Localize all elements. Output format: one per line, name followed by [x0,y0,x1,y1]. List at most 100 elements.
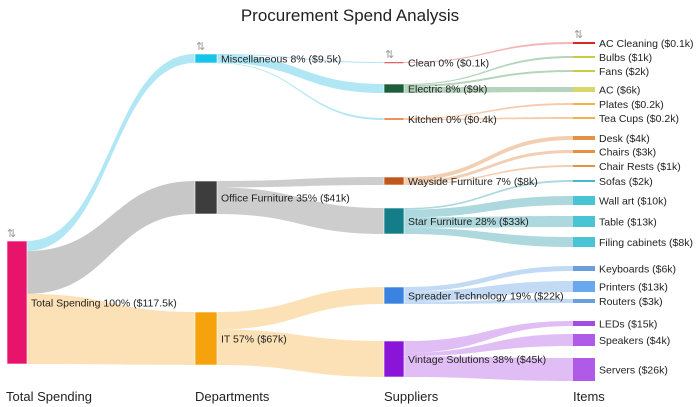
node-bulbs[interactable] [573,56,595,58]
column-labels: Total Spending Departments Suppliers Ite… [6,389,605,404]
node-label-spreader: Spreader Technology 19% ($22k) [408,290,564,302]
link-vintage-speakers[interactable] [404,334,573,357]
link-star-wallart[interactable] [404,196,573,218]
links-layer [27,42,573,381]
node-accleaning[interactable] [573,42,595,44]
node-label-it: IT 57% ($67k) [221,333,287,345]
link-electric-ac[interactable] [404,87,573,93]
node-label-wayside: Wayside Furniture 7% ($8k) [408,176,538,188]
link-vintage-leds[interactable] [404,321,573,353]
node-wayside[interactable] [383,176,405,186]
link-wayside-chairrests[interactable] [404,165,573,185]
node-servers[interactable] [573,358,595,381]
link-wayside-chairs[interactable] [404,150,573,184]
node-label-bulbs: Bulbs ($1k) [599,52,652,64]
node-label-chairs: Chairs ($3k) [599,146,656,158]
link-office-wayside[interactable] [217,177,384,188]
node-vintage[interactable] [383,340,405,378]
node-keyboards[interactable] [573,266,595,271]
node-office[interactable] [194,180,218,215]
sort-arrows-icon[interactable]: ⇅ [196,41,205,53]
node-label-accleaning: AC Cleaning ($0.1k) [599,38,694,50]
link-star-sofas[interactable] [404,180,573,210]
node-spreader[interactable] [383,286,405,305]
node-teacups[interactable] [573,117,595,119]
node-label-leds: LEDs ($15k) [599,318,657,330]
node-label-wallart: Wall art ($10k) [599,195,667,207]
node-plates[interactable] [573,103,595,105]
link-star-table[interactable] [404,216,573,228]
node-ac[interactable] [573,87,595,92]
node-leds[interactable] [573,321,595,326]
node-label-printers: Printers ($13k) [599,281,668,293]
nodes-layer: Total Spending 100% ($117.5k) ⇅ Miscellane… [6,29,694,381]
link-clean-accleaning[interactable] [404,42,573,63]
node-label-misc: Miscellaneous 8% ($9.5k) [221,53,341,65]
node-routers[interactable] [573,299,595,303]
node-label-filing: Filing cabinets ($8k) [599,237,693,249]
node-wallart[interactable] [573,196,595,205]
link-office-star[interactable] [217,187,384,234]
node-misc[interactable] [194,53,218,64]
link-total-misc[interactable] [27,54,195,251]
column-label-items: Items [573,389,605,404]
chart-title: Procurement Spend Analysis [241,6,459,25]
column-label-departments: Departments [195,389,270,404]
node-label-teacups: Tea Cups ($0.2k) [599,113,679,125]
link-it-vintage[interactable] [217,329,384,377]
node-label-table: Table ($13k) [599,216,657,228]
sort-arrows-icon[interactable]: ⇅ [574,29,583,41]
node-chairs[interactable] [573,150,595,153]
link-spreader-printers[interactable] [404,281,573,302]
link-it-spreader[interactable] [217,287,384,330]
node-label-ac: AC ($6k) [599,84,640,96]
link-spreader-keyboards[interactable] [404,266,573,292]
node-table[interactable] [573,216,595,227]
node-it[interactable] [194,311,218,366]
link-spreader-routers[interactable] [404,299,573,304]
link-electric-bulbs[interactable] [404,56,573,85]
node-label-fans: Fans ($2k) [599,66,649,78]
link-misc-electric[interactable] [217,54,384,93]
node-label-desk: Desk ($4k) [599,133,650,145]
node-label-kitchen: Kitchen 0% ($0.4k) [408,114,497,126]
link-misc-kitchen[interactable] [217,62,384,120]
sort-arrows-icon[interactable]: ⇅ [385,49,394,61]
sort-arrows-icon[interactable]: ⇅ [7,228,16,240]
node-desk[interactable] [573,136,595,140]
node-printers[interactable] [573,281,595,292]
link-kitchen-teacups[interactable] [404,117,573,120]
node-chairrests[interactable] [573,165,595,167]
node-speakers[interactable] [573,334,595,346]
node-label-star: Star Furniture 28% ($33k) [408,216,529,228]
link-total-office[interactable] [27,181,195,294]
link-star-filing[interactable] [404,227,573,247]
node-label-keyboards: Keyboards ($6k) [599,263,676,275]
link-vintage-servers[interactable] [404,356,573,381]
link-total-it[interactable] [27,293,195,365]
node-kitchen[interactable] [383,117,405,121]
node-label-chairrests: Chair Rests ($1k) [599,161,681,173]
node-clean[interactable] [383,61,405,64]
node-label-servers: Servers ($26k) [599,364,668,376]
node-total[interactable] [6,240,28,365]
link-misc-clean[interactable] [217,54,384,63]
node-fans[interactable] [573,70,595,72]
node-label-speakers: Speakers ($4k) [599,335,670,347]
link-kitchen-plates[interactable] [404,103,573,119]
link-wayside-desk[interactable] [404,136,573,181]
node-star[interactable] [383,207,405,235]
node-label-sofas: Sofas ($2k) [599,176,653,188]
column-label-suppliers: Suppliers [384,389,439,404]
node-filing[interactable] [573,237,595,247]
node-label-clean: Clean 0% ($0.1k) [408,57,489,69]
node-label-total: Total Spending 100% ($117.5k) [31,297,177,309]
node-label-plates: Plates ($0.2k) [599,99,664,111]
node-label-office: Office Furniture 35% ($41k) [221,192,350,204]
node-sofas[interactable] [573,180,595,182]
link-electric-fans[interactable] [404,70,573,87]
node-label-routers: Routers ($3k) [599,296,663,308]
node-electric[interactable] [383,83,405,94]
node-label-electric: Electric 8% ($9k) [408,83,487,95]
